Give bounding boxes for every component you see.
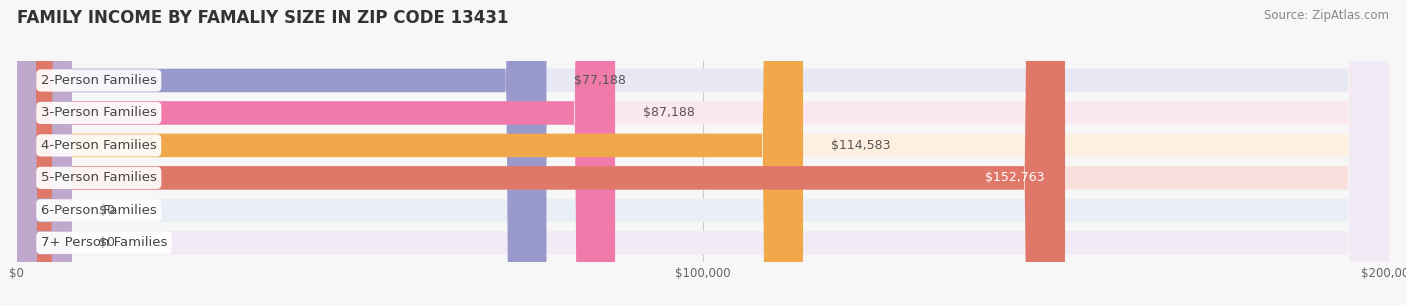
Text: 4-Person Families: 4-Person Families bbox=[41, 139, 156, 152]
FancyBboxPatch shape bbox=[17, 0, 1389, 305]
FancyBboxPatch shape bbox=[17, 0, 1389, 305]
Text: 2-Person Families: 2-Person Families bbox=[41, 74, 156, 87]
Text: 7+ Person Families: 7+ Person Families bbox=[41, 236, 167, 249]
FancyBboxPatch shape bbox=[17, 0, 1389, 305]
Text: 5-Person Families: 5-Person Families bbox=[41, 171, 156, 185]
Text: Source: ZipAtlas.com: Source: ZipAtlas.com bbox=[1264, 9, 1389, 22]
FancyBboxPatch shape bbox=[17, 0, 1389, 305]
Text: $0: $0 bbox=[100, 236, 115, 249]
Text: $114,583: $114,583 bbox=[831, 139, 890, 152]
FancyBboxPatch shape bbox=[17, 0, 72, 305]
Text: $77,188: $77,188 bbox=[574, 74, 626, 87]
FancyBboxPatch shape bbox=[17, 0, 1389, 305]
FancyBboxPatch shape bbox=[17, 0, 72, 305]
FancyBboxPatch shape bbox=[17, 0, 1389, 305]
Text: 3-Person Families: 3-Person Families bbox=[41, 106, 156, 120]
Text: $152,763: $152,763 bbox=[986, 171, 1045, 185]
FancyBboxPatch shape bbox=[17, 0, 614, 305]
Text: $0: $0 bbox=[100, 204, 115, 217]
FancyBboxPatch shape bbox=[17, 0, 1064, 305]
Text: FAMILY INCOME BY FAMALIY SIZE IN ZIP CODE 13431: FAMILY INCOME BY FAMALIY SIZE IN ZIP COD… bbox=[17, 9, 509, 27]
FancyBboxPatch shape bbox=[17, 0, 803, 305]
Text: $87,188: $87,188 bbox=[643, 106, 695, 120]
Text: 6-Person Families: 6-Person Families bbox=[41, 204, 156, 217]
FancyBboxPatch shape bbox=[17, 0, 547, 305]
